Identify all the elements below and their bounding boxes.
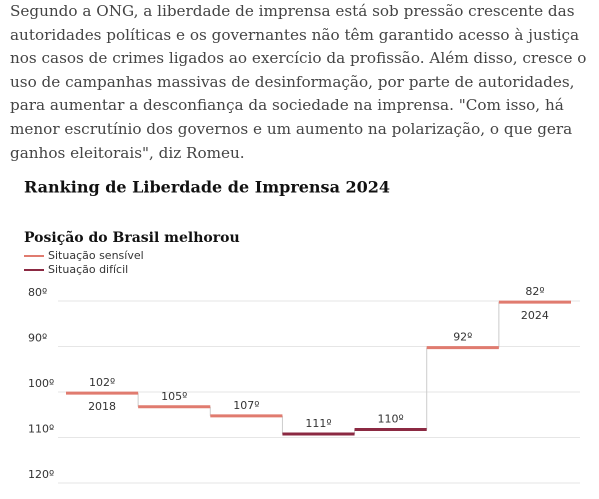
y-tick-label: 100º	[28, 377, 54, 390]
article-paragraph: Segundo a ONG, a liberdade de imprensa e…	[10, 2, 587, 162]
chart-title: Ranking de Liberdade de Imprensa 2024	[24, 178, 390, 197]
value-label: 102º	[89, 376, 115, 389]
value-label: 105º	[161, 390, 187, 403]
legend-label: Situação difícil	[48, 263, 128, 276]
x-tick-label: 2018	[88, 400, 116, 413]
value-label: 107º	[233, 399, 259, 412]
value-label: 110º	[378, 413, 404, 426]
chart-subtitle: Posição do Brasil melhorou	[24, 229, 240, 246]
y-tick-label: 80º	[28, 286, 47, 299]
value-label: 82º	[525, 285, 544, 298]
legend-label: Situação sensível	[48, 249, 144, 262]
x-tick-label: 2024	[521, 309, 549, 322]
y-tick-label: 120º	[28, 468, 54, 481]
y-tick-label: 90º	[28, 332, 47, 345]
y-tick-label: 110º	[28, 423, 54, 436]
value-label: 92º	[453, 331, 472, 344]
value-label: 111º	[305, 417, 331, 430]
